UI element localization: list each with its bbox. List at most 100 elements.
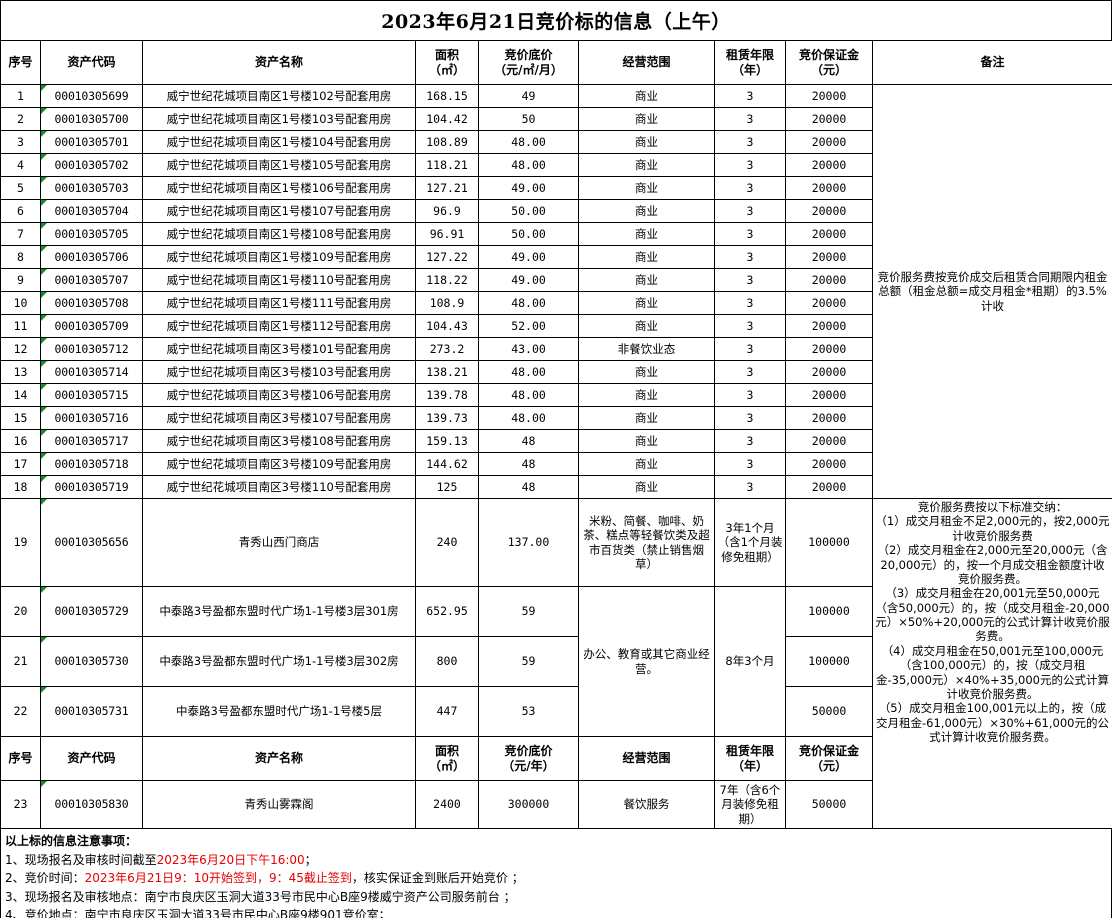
col-header-base-price: 竞价底价 （元/年）	[478, 736, 579, 781]
cell-seq: 20	[0, 586, 41, 637]
note-3: 3、现场报名及审核地点：南宁市良庆区玉洞大道33号市民中心B座9楼威宁资产公司服…	[5, 889, 516, 904]
table-row: 21 00010305730 中泰路3号盈都东盟时代广场1-1号楼3层302房 800…	[0, 636, 1112, 687]
cell-seq: 17	[0, 452, 41, 476]
col-header-asset-name: 资产名称	[142, 736, 416, 781]
cell-deposit: 20000	[785, 153, 873, 177]
cell-asset-code: 00010305718	[40, 452, 143, 476]
cell-scope: 商业	[578, 383, 715, 407]
note-1-deadline: 2023年6月20日下午16:00	[156, 852, 305, 867]
cell-deposit: 100000	[785, 498, 873, 587]
cell-scope: 商业	[578, 406, 715, 430]
bidding-table: 序号 资产代码 资产名称 面积 （㎡） 竞价底价 （元/㎡/月） 经营范围 租赁…	[0, 40, 1112, 829]
cell-asset-code: 00010305717	[40, 429, 143, 453]
cell-lease-term-group: 8年3个月	[714, 586, 786, 737]
cell-deposit: 20000	[785, 452, 873, 476]
cell-seq: 14	[0, 383, 41, 407]
col-header-scope: 经营范围	[578, 736, 715, 781]
cell-area: 96.9	[415, 199, 479, 223]
cell-scope: 非餐饮业态	[578, 337, 715, 361]
cell-base-price: 59	[478, 586, 579, 637]
cell-lease-term: 3	[714, 199, 786, 223]
cell-asset-code: 00010305707	[40, 268, 143, 292]
table-header-row-yearly: 序号 资产代码 资产名称 面积 （㎡） 竞价底价 （元/年） 经营范围 租赁年限 （年） 竞价保证金…	[0, 736, 1112, 781]
cell-deposit: 50000	[785, 686, 873, 737]
cell-scope: 商业	[578, 84, 715, 108]
cell-base-price: 50.00	[478, 199, 579, 223]
cell-deposit: 20000	[785, 84, 873, 108]
cell-remark-group-1: 竞价服务费按竞价成交后租赁合同期限内租金总额（租金总额=成交月租金*租期）的3.…	[872, 84, 1112, 499]
table-row: 19 00010305656 青秀山西门商店 240 137.00 米粉、简餐、咖啡、奶茶…	[0, 498, 1112, 829]
cell-asset-name: 威宁世纪花城项目南区3号楼106号配套用房	[142, 383, 416, 407]
cell-asset-code: 00010305699	[40, 84, 143, 108]
cell-asset-code: 00010305708	[40, 291, 143, 315]
cell-deposit: 20000	[785, 245, 873, 269]
cell-scope: 商业	[578, 107, 715, 131]
cell-lease-term: 3	[714, 153, 786, 177]
cell-asset-name: 威宁世纪花城项目南区1号楼109号配套用房	[142, 245, 416, 269]
cell-deposit: 20000	[785, 314, 873, 338]
cell-base-price: 53	[478, 686, 579, 737]
col-header-seq: 序号	[0, 736, 41, 781]
cell-asset-name: 中泰路3号盈都东盟时代广场1-1号楼3层301房	[142, 586, 416, 637]
cell-asset-name: 威宁世纪花城项目南区1号楼111号配套用房	[142, 291, 416, 315]
cell-lease-term: 3	[714, 429, 786, 453]
cell-asset-code: 00010305656	[40, 498, 143, 587]
cell-deposit: 20000	[785, 429, 873, 453]
cell-seq: 19	[0, 498, 41, 587]
cell-asset-code: 00010305830	[40, 780, 143, 829]
cell-deposit: 20000	[785, 176, 873, 200]
cell-area: 800	[415, 636, 479, 687]
table-row: 12 00010305712 威宁世纪花城项目南区3号楼101号配套用房 273.2 4…	[0, 337, 1112, 361]
cell-area: 96.91	[415, 222, 479, 246]
table-row: 15 00010305716 威宁世纪花城项目南区3号楼107号配套用房 139.73…	[0, 406, 1112, 430]
cell-base-price: 50	[478, 107, 579, 131]
cell-asset-code: 00010305714	[40, 360, 143, 384]
cell-base-price: 48.00	[478, 406, 579, 430]
cell-scope: 商业	[578, 176, 715, 200]
cell-asset-name: 威宁世纪花城项目南区3号楼101号配套用房	[142, 337, 416, 361]
cell-lease-term: 3	[714, 130, 786, 154]
cell-seq: 13	[0, 360, 41, 384]
cell-area: 138.21	[415, 360, 479, 384]
cell-seq: 1	[0, 84, 41, 108]
cell-asset-name: 威宁世纪花城项目南区1号楼103号配套用房	[142, 107, 416, 131]
cell-asset-name: 威宁世纪花城项目南区1号楼112号配套用房	[142, 314, 416, 338]
cell-scope: 商业	[578, 199, 715, 223]
cell-seq: 8	[0, 245, 41, 269]
cell-scope: 商业	[578, 314, 715, 338]
cell-area: 2400	[415, 780, 479, 829]
cell-scope: 米粉、简餐、咖啡、奶茶、糕点等轻餐饮类及超市百货类（禁止销售烟草）	[578, 498, 715, 587]
cell-asset-code: 00010305730	[40, 636, 143, 687]
cell-deposit: 100000	[785, 586, 873, 637]
cell-seq: 23	[0, 780, 41, 829]
cell-seq: 18	[0, 475, 41, 499]
cell-area: 104.43	[415, 314, 479, 338]
cell-area: 273.2	[415, 337, 479, 361]
cell-area: 108.9	[415, 291, 479, 315]
note-1: 1、现场报名及审核时间截至2023年6月20日下午16:00；	[5, 852, 317, 867]
cell-seq: 9	[0, 268, 41, 292]
cell-base-price: 48.00	[478, 383, 579, 407]
table-body: 1 00010305699 威宁世纪花城项目南区1号楼102号配套用房 168.15 4…	[0, 84, 1112, 829]
cell-base-price: 48	[478, 429, 579, 453]
cell-asset-name: 威宁世纪花城项目南区1号楼106号配套用房	[142, 176, 416, 200]
cell-seq: 4	[0, 153, 41, 177]
table-row: 17 00010305718 威宁世纪花城项目南区3号楼109号配套用房 144.62…	[0, 452, 1112, 476]
cell-area: 139.73	[415, 406, 479, 430]
cell-lease-term: 3	[714, 406, 786, 430]
col-header-scope: 经营范围	[578, 40, 715, 85]
cell-scope: 商业	[578, 268, 715, 292]
cell-base-price: 43.00	[478, 337, 579, 361]
col-header-base-price: 竞价底价 （元/㎡/月）	[478, 40, 579, 85]
table-row: 23 00010305830 青秀山雾霖阁 2400 300000 餐饮服务 7年（含6个月…	[0, 780, 1112, 829]
cell-asset-code: 00010305701	[40, 130, 143, 154]
cell-scope: 商业	[578, 130, 715, 154]
cell-deposit: 20000	[785, 475, 873, 499]
table-row: 3 00010305701 威宁世纪花城项目南区1号楼104号配套用房 108.89 4…	[0, 130, 1112, 154]
cell-deposit: 20000	[785, 130, 873, 154]
cell-area: 652.95	[415, 586, 479, 637]
cell-seq: 15	[0, 406, 41, 430]
cell-deposit: 100000	[785, 636, 873, 687]
cell-deposit: 20000	[785, 337, 873, 361]
col-header-asset-code: 资产代码	[40, 40, 143, 85]
